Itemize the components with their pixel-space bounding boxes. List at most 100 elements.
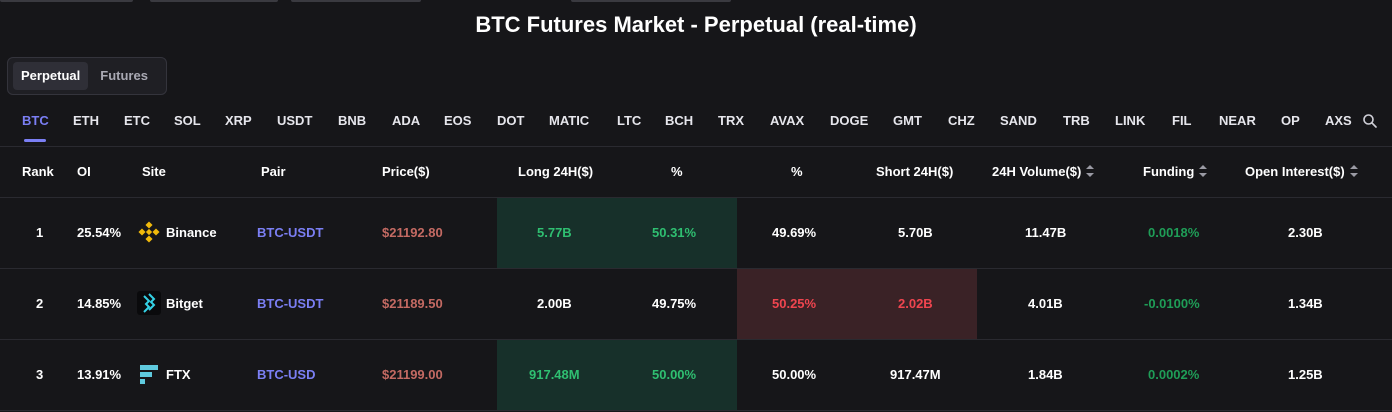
coin-tab-bch[interactable]: BCH [665,113,694,128]
sort-icon [1199,165,1208,177]
coin-tab-ada[interactable]: ADA [392,113,421,128]
top-nav-remnants [0,0,1392,4]
coin-tab-axs[interactable]: AXS [1325,113,1352,128]
binance-icon [138,221,160,243]
coin-tab-sand[interactable]: SAND [1000,113,1037,128]
col-open-interest[interactable]: Open Interest($) [1245,164,1358,179]
coin-tab-eos[interactable]: EOS [444,113,472,128]
coin-tab-etc[interactable]: ETC [124,113,150,128]
bitget-icon [137,291,161,315]
price-cell: $21192.80 [382,225,443,240]
coin-tab-op[interactable]: OP [1281,113,1300,128]
top-tab-remnant [291,0,421,2]
coin-tab-trb[interactable]: TRB [1063,113,1090,128]
oi-cell: 14.85% [77,296,122,311]
oi-cell: 13.91% [77,367,122,382]
market-type-tabs: Perpetual Futures [7,57,167,95]
col-oi: OI [77,164,91,179]
coin-selector: BTC ETH ETC SOL XRP USDT BNB ADA EOS DOT… [0,104,1392,146]
table-row: 2 14.85% Bitget BTC-USDT $21189.50 2.00B… [0,269,1392,340]
short-24h-cell: 5.70B [898,225,933,240]
tab-perpetual[interactable]: Perpetual [13,62,89,90]
rank-cell: 3 [36,367,44,382]
coin-tab-usdt[interactable]: USDT [277,113,313,128]
col-open-interest-label: Open Interest($) [1245,164,1345,179]
long-dominant-highlight [497,198,737,268]
short-pct-cell: 49.69% [772,225,817,240]
coin-tab-gmt[interactable]: GMT [893,113,922,128]
rank-cell: 1 [36,225,44,240]
funding-cell: -0.0100% [1144,296,1200,311]
col-volume[interactable]: 24H Volume($) [992,164,1095,179]
pair-link[interactable]: BTC-USDT [257,225,324,240]
coin-tab-fil[interactable]: FIL [1172,113,1192,128]
pair-link[interactable]: BTC-USDT [257,296,324,311]
short-24h-cell: 2.02B [898,296,933,311]
col-short-pct: % [791,164,803,179]
col-price: Price($) [382,164,430,179]
top-tab-remnant [0,0,133,2]
volume-cell: 4.01B [1028,296,1063,311]
search-icon[interactable] [1362,113,1378,129]
short-dominant-highlight [737,269,977,339]
long-24h-cell: 2.00B [537,296,572,311]
long-pct-cell: 50.00% [652,367,697,382]
long-24h-cell: 917.48M [529,367,580,382]
funding-cell: 0.0018% [1148,225,1200,240]
table-row: 3 13.91% FTX BTC-USD $21199.00 917.48M 5… [0,340,1392,411]
long-dominant-highlight [497,340,737,410]
top-tab-remnant [150,0,278,2]
col-short-24h: Short 24H($) [876,164,954,179]
open-interest-cell: 2.30B [1288,225,1323,240]
col-volume-label: 24H Volume($) [992,164,1082,179]
oi-cell: 25.54% [77,225,122,240]
coin-tab-chz[interactable]: CHZ [948,113,975,128]
price-cell: $21189.50 [382,296,443,311]
long-pct-cell: 49.75% [652,296,697,311]
coin-tab-link[interactable]: LINK [1115,113,1146,128]
coin-tab-trx[interactable]: TRX [718,113,744,128]
short-pct-cell: 50.25% [772,296,817,311]
volume-cell: 11.47B [1025,225,1067,240]
coin-tab-dot[interactable]: DOT [497,113,525,128]
sort-icon [1349,165,1358,177]
coin-tab-doge[interactable]: DOGE [830,113,869,128]
coin-tab-near[interactable]: NEAR [1219,113,1256,128]
col-funding[interactable]: Funding [1143,164,1208,179]
col-long-24h: Long 24H($) [518,164,594,179]
col-funding-label: Funding [1143,164,1195,179]
tab-futures[interactable]: Futures [100,68,148,83]
sort-icon [1086,165,1095,177]
ftx-icon [140,365,158,384]
open-interest-cell: 1.34B [1288,296,1323,311]
site-name[interactable]: Bitget [166,296,203,311]
long-pct-cell: 50.31% [652,225,697,240]
pair-link[interactable]: BTC-USD [257,367,316,382]
col-long-pct: % [671,164,683,179]
table-row: 1 25.54% Binance BTC-USDT $21192.80 5.77… [0,198,1392,269]
col-rank: Rank [22,164,54,179]
coin-tab-matic[interactable]: MATIC [549,113,590,128]
open-interest-cell: 1.25B [1288,367,1323,382]
site-name[interactable]: Binance [166,225,217,240]
coin-tab-btc[interactable]: BTC [22,113,49,128]
coin-tab-avax[interactable]: AVAX [770,113,805,128]
page-title: BTC Futures Market - Perpetual (real-tim… [475,12,917,37]
coin-tab-ltc[interactable]: LTC [617,113,642,128]
site-name[interactable]: FTX [166,367,191,382]
short-24h-cell: 917.47M [890,367,941,382]
price-cell: $21199.00 [382,367,443,382]
long-24h-cell: 5.77B [537,225,572,240]
col-pair: Pair [261,164,286,179]
rank-cell: 2 [36,296,44,311]
short-pct-cell: 50.00% [772,367,817,382]
coin-tab-bnb[interactable]: BNB [338,113,367,128]
volume-cell: 1.84B [1028,367,1063,382]
funding-cell: 0.0002% [1148,367,1200,382]
coin-tab-sol[interactable]: SOL [174,113,201,128]
active-coin-underline [24,139,46,142]
coin-tab-xrp[interactable]: XRP [225,113,252,128]
top-tab-remnant [571,0,731,2]
table-header: Rank OI Site Pair Price($) Long 24H($) %… [0,146,1392,198]
coin-tab-eth[interactable]: ETH [73,113,99,128]
